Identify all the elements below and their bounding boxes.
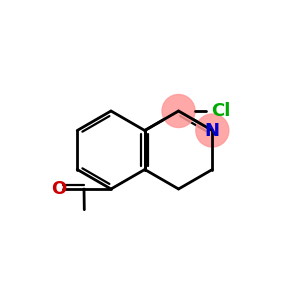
Text: Cl: Cl <box>212 102 231 120</box>
Text: O: O <box>51 180 66 198</box>
Circle shape <box>196 114 229 147</box>
Circle shape <box>162 94 195 128</box>
Text: N: N <box>205 122 220 140</box>
